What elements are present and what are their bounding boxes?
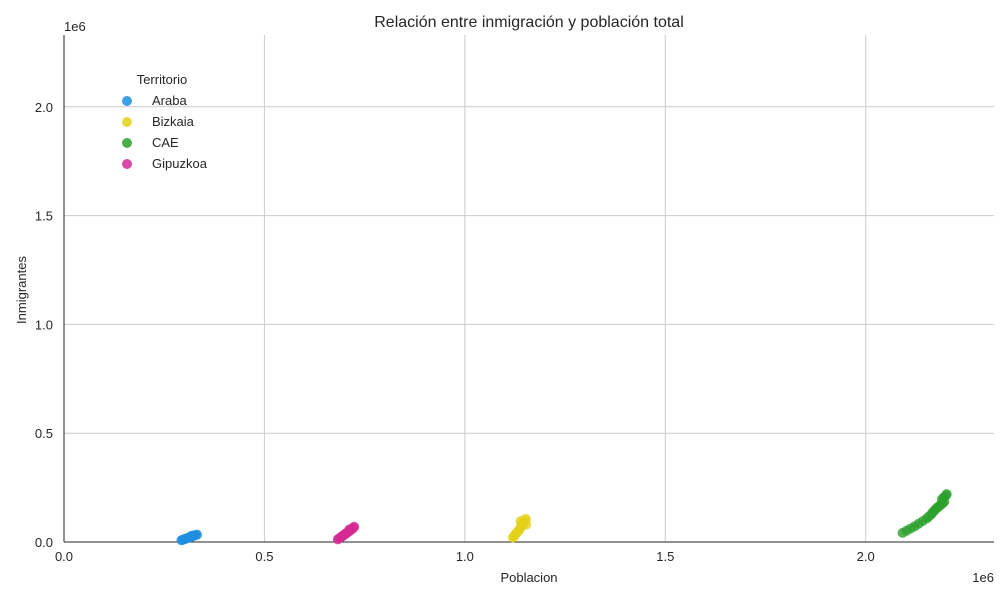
x-tick-label: 0.0 (55, 549, 73, 564)
grid-layer (64, 35, 994, 542)
legend-label-araba: Araba (152, 93, 187, 108)
series-bizkaia (507, 513, 532, 543)
legend-label-cae: CAE (152, 135, 179, 150)
y-tick-label: 0.5 (35, 426, 53, 441)
legend-item-cae: CAE (122, 135, 179, 150)
x-tick-label: 2.0 (857, 549, 875, 564)
y-axis-label: Inmigrantes (14, 256, 29, 324)
legend-label-bizkaia: Bizkaia (152, 114, 195, 129)
y-tick-label: 0.0 (35, 535, 53, 550)
chart-title: Relación entre inmigración y población t… (374, 14, 684, 31)
legend-item-araba: Araba (122, 93, 187, 108)
legend-title: Territorio (137, 72, 188, 87)
data-point-cae (941, 489, 952, 500)
legend-marker-bizkaia (122, 117, 132, 127)
legend-label-gipuzkoa: Gipuzkoa (152, 156, 208, 171)
legend-marker-cae (122, 138, 132, 148)
y-tick-label: 1.5 (35, 209, 53, 224)
x-offset-label: 1e6 (972, 570, 994, 585)
series-cae (897, 489, 952, 538)
legend-marker-araba (122, 96, 132, 106)
data-point-gipuzkoa (344, 524, 355, 535)
axes-layer: 0.0 0.5 1.0 1.5 2.0 0.0 0.5 1.0 1.5 2.0 (35, 35, 994, 564)
series-gipuzkoa (332, 521, 360, 545)
x-tick-label: 1.0 (456, 549, 474, 564)
points-layer (176, 489, 952, 546)
legend-item-gipuzkoa: Gipuzkoa (122, 156, 208, 171)
data-point-araba (186, 530, 197, 541)
legend: Territorio Araba Bizkaia CAE Gipuzkoa (122, 72, 208, 171)
legend-item-bizkaia: Bizkaia (122, 114, 195, 129)
x-tick-label: 0.5 (255, 549, 273, 564)
data-point-bizkaia (521, 519, 532, 530)
series-araba (176, 529, 203, 546)
y-tick-label: 2.0 (35, 100, 53, 115)
y-offset-label: 1e6 (64, 19, 86, 34)
x-tick-label: 1.5 (656, 549, 674, 564)
legend-marker-gipuzkoa (122, 159, 132, 169)
y-tick-label: 1.0 (35, 317, 53, 332)
x-axis-label: Poblacion (500, 570, 557, 585)
